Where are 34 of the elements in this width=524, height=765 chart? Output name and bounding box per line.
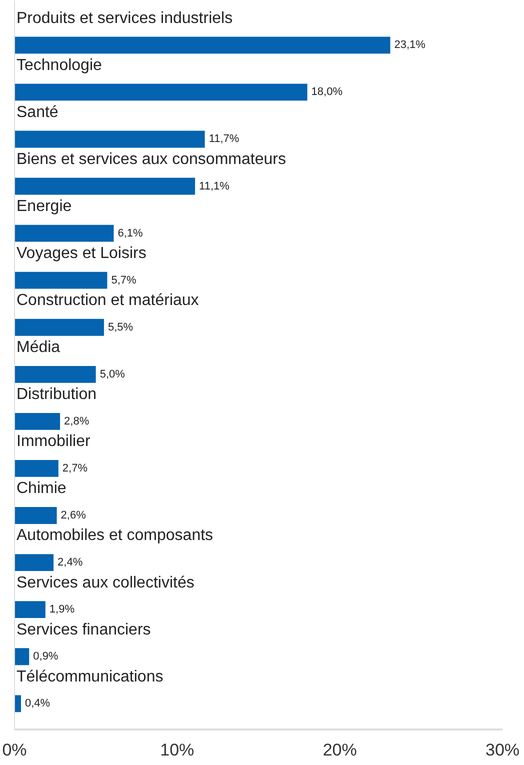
y-tick-label: Immobilier bbox=[16, 433, 91, 450]
data-label: 0,9% bbox=[33, 650, 58, 663]
x-tick-label: 10% bbox=[160, 740, 194, 760]
y-tick-label: Télécommunications bbox=[16, 668, 164, 686]
data-label: 2,6% bbox=[60, 510, 86, 522]
x-tick-label: 30% bbox=[485, 740, 520, 760]
data-label: 11,1% bbox=[199, 180, 230, 192]
data-label: 0,4% bbox=[25, 698, 50, 710]
data-label: 2,7% bbox=[62, 462, 88, 474]
y-tick-label: Santé bbox=[16, 104, 58, 121]
y-tick-label: Produits et services industriels bbox=[16, 10, 233, 27]
data-label: 11,7% bbox=[208, 133, 240, 146]
data-label: 2,8% bbox=[64, 415, 90, 428]
y-tick-label: Construction et matériaux bbox=[16, 292, 199, 310]
data-label: 6,1% bbox=[118, 227, 144, 240]
data-label: 5,7% bbox=[111, 274, 137, 286]
data-label: 5,5% bbox=[108, 321, 134, 334]
y-tick-label: Energie bbox=[16, 198, 72, 215]
y-tick-label: Services financiers bbox=[16, 621, 151, 638]
y-tick-label: Biens et services aux consommateurs bbox=[16, 150, 286, 168]
y-tick-label: Média bbox=[16, 339, 60, 356]
y-tick-label: Distribution bbox=[16, 386, 97, 404]
data-label: 5,0% bbox=[100, 368, 126, 380]
y-tick-label: Automobiles et composants bbox=[16, 527, 214, 544]
y-tick-label: Chimie bbox=[16, 480, 66, 498]
data-label: 1,9% bbox=[49, 604, 75, 616]
data-label: 18,0% bbox=[311, 86, 343, 98]
x-tick-label: 20% bbox=[322, 740, 357, 760]
data-label: 2,4% bbox=[58, 556, 83, 569]
y-tick-label: Technologie bbox=[16, 56, 102, 74]
data-label: 23,1% bbox=[394, 39, 426, 52]
y-tick-label: Services aux collectivités bbox=[16, 574, 194, 592]
x-tick-label: 0% bbox=[2, 740, 27, 760]
y-tick-label: Voyages et Loisirs bbox=[16, 245, 146, 262]
